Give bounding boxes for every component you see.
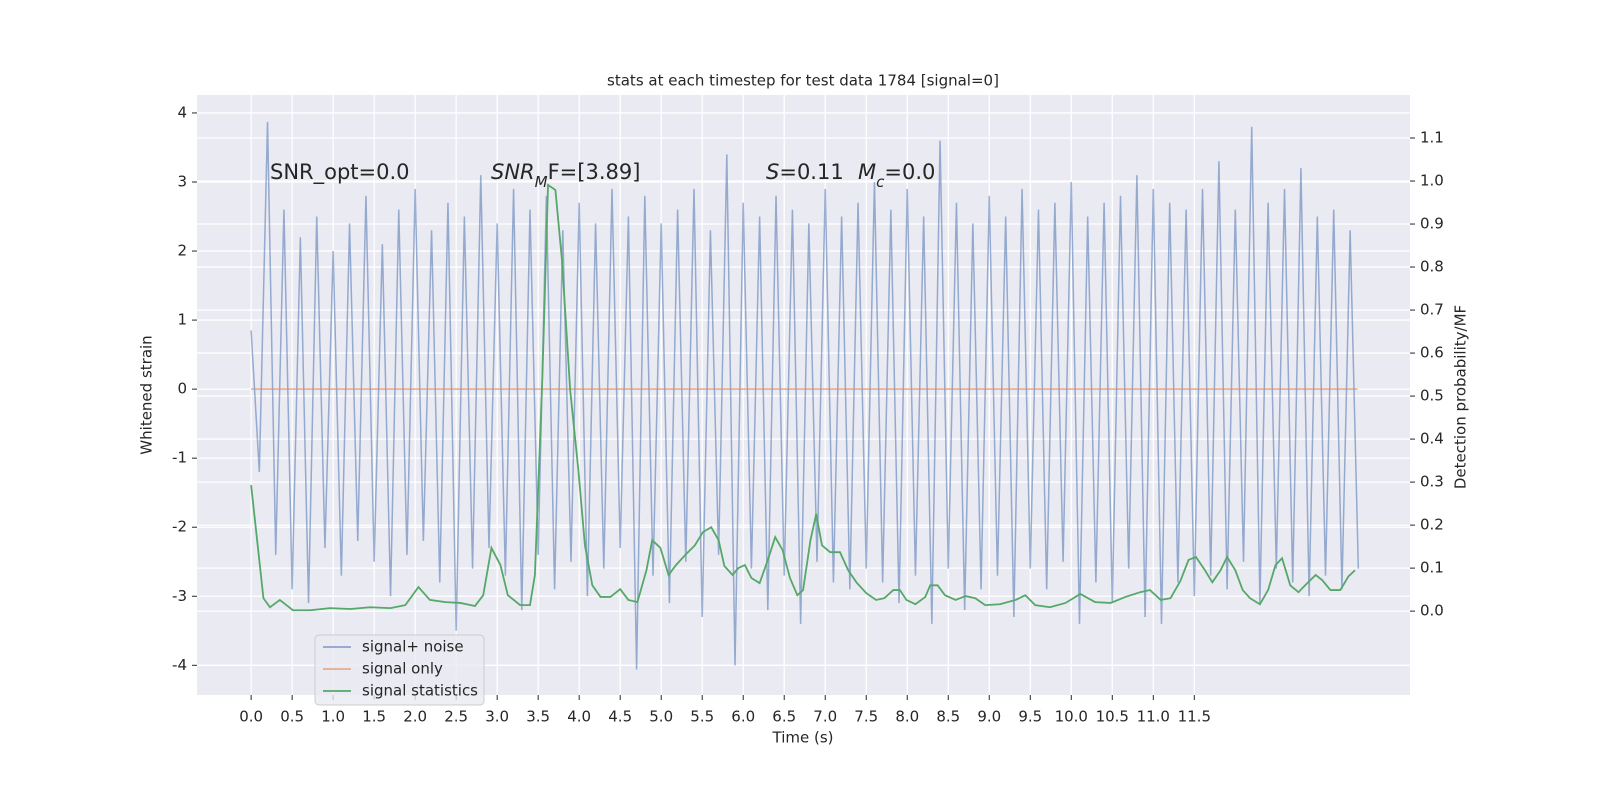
marks [250, 121, 1360, 670]
y2-tick-label: 0.4 [1420, 430, 1444, 448]
y-tick-label: 3 [177, 172, 187, 190]
annotation-part: F=[3.89] [548, 160, 641, 184]
y-tick-label: 1 [177, 311, 187, 329]
x-tick-label: 5.5 [690, 708, 714, 726]
x-tick-label: 9.5 [1018, 708, 1042, 726]
x-tick-label: 6.0 [731, 708, 755, 726]
annotation-part: =0.0 [884, 160, 935, 184]
annotation-part: S [766, 160, 779, 184]
legend-label: signal only [362, 660, 443, 678]
y2-tick-label: 1.1 [1420, 129, 1444, 147]
annotation-part: =0.11 [779, 160, 843, 184]
annotation-part: M [858, 160, 876, 184]
x-tick-label: 2.5 [444, 708, 468, 726]
x-tick-label: 4.0 [567, 708, 591, 726]
series-line [250, 121, 1360, 670]
annotation: Mc=0.0 [858, 160, 935, 191]
annotation-part: c [876, 173, 885, 191]
legend-label: signal+ noise [362, 638, 464, 656]
y2-tick-label: 0.8 [1420, 258, 1444, 276]
y-axis-label: Whitened strain [138, 335, 156, 454]
y-tick-label: -3 [172, 587, 187, 605]
x-tick-label: 3.0 [485, 708, 509, 726]
y2-tick-label: 0.3 [1420, 473, 1444, 491]
annotation: SNR_opt=0.0 [270, 160, 410, 185]
x-tick-label: 8.0 [895, 708, 919, 726]
y-tick-label: 0 [177, 380, 187, 398]
y2-tick-label: 0.7 [1420, 301, 1444, 319]
y2-tick-label: 0.6 [1420, 344, 1444, 362]
y2-axis-label: Detection probability/MF [1452, 305, 1470, 489]
grid [197, 95, 1410, 695]
legend-box [314, 634, 485, 706]
y2-tick-label: 0.9 [1420, 215, 1444, 233]
x-tick-label: 2.0 [403, 708, 427, 726]
x-tick-label: 11.5 [1178, 708, 1211, 726]
annotation: SNRMF=[3.89] [491, 160, 640, 191]
y2-tick-label: 0.0 [1420, 602, 1444, 620]
x-tick-label: 10.5 [1096, 708, 1129, 726]
y-tick-label: -4 [172, 656, 187, 674]
annotation-part: M [535, 173, 548, 191]
x-tick-label: 8.5 [936, 708, 960, 726]
chart-title: stats at each timestep for test data 178… [607, 72, 999, 90]
x-tick-label: 1.0 [321, 708, 345, 726]
plot-area [197, 95, 1410, 695]
x-tick-label: 7.0 [813, 708, 837, 726]
x-tick-label: 0.0 [239, 708, 263, 726]
y-tick-label: 2 [177, 242, 187, 260]
legend-label: signal statistics [362, 682, 478, 700]
y-tick-label: -2 [172, 518, 187, 536]
y-tick-label: -1 [172, 449, 187, 467]
annotation-part: SNR [491, 160, 535, 184]
x-axis-label: Time (s) [772, 729, 834, 747]
x-tick-label: 1.5 [362, 708, 386, 726]
y2-tick-label: 0.1 [1420, 559, 1444, 577]
x-tick-label: 9.0 [977, 708, 1001, 726]
y2-tick-label: 0.5 [1420, 387, 1444, 405]
annotation: S=0.11 [766, 160, 844, 184]
annotation-part: SNR_opt=0.0 [270, 160, 410, 185]
x-tick-label: 0.5 [280, 708, 304, 726]
x-tick-label: 3.5 [526, 708, 550, 726]
y-tick-label: 4 [177, 103, 187, 121]
x-tick-label: 4.5 [608, 708, 632, 726]
x-tick-label: 10.0 [1055, 708, 1088, 726]
series-line [250, 183, 1356, 612]
x-tick-label: 6.5 [772, 708, 796, 726]
x-tick-label: 5.0 [649, 708, 673, 726]
x-tick-label: 11.0 [1137, 708, 1170, 726]
y2-tick-label: 0.2 [1420, 516, 1444, 534]
labels: 0.0 0.5 1.0 1.5 2.0 2.5 3.0 3.5 4.0 4.5 5.0 5.5 6.0 6… [172, 103, 1444, 725]
y2-tick-label: 1.0 [1420, 172, 1444, 190]
x-tick-label: 7.5 [854, 708, 878, 726]
